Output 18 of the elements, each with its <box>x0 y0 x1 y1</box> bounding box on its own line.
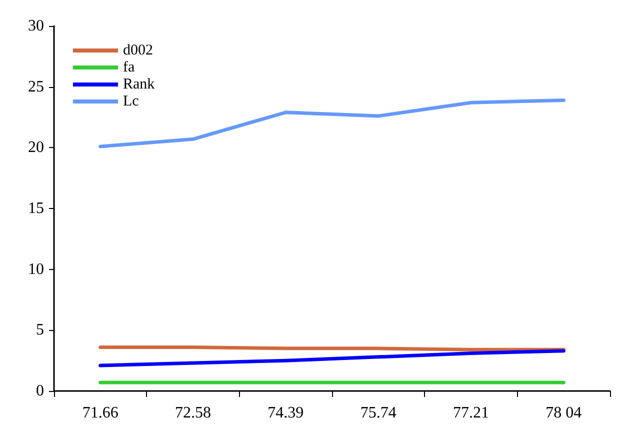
y-tick-label: 20 <box>28 139 44 156</box>
line-series <box>98 349 566 368</box>
x-tick-label: 77.21 <box>453 404 489 422</box>
x-tick-label: 75.74 <box>360 404 396 422</box>
y-tick-label: 25 <box>28 78 44 96</box>
legend-label: Lc <box>123 94 140 110</box>
legend-label: d002 <box>123 42 153 58</box>
x-tick-label: 74.39 <box>268 404 304 422</box>
x-tick-label: 71.66 <box>82 404 118 422</box>
y-tick-label: 5 <box>36 322 44 339</box>
legend-label: fa <box>123 60 135 76</box>
y-tick-label: 15 <box>28 200 44 217</box>
y-tick-label: 30 <box>28 18 44 34</box>
y-tick-label: 0 <box>36 382 44 400</box>
legend-label: Rank <box>123 76 156 92</box>
x-tick-label: 78 04 <box>546 404 582 422</box>
y-tick-label: 10 <box>28 260 44 278</box>
x-tick-label: 72.58 <box>175 404 211 422</box>
